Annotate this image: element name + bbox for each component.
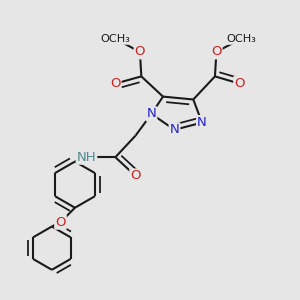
Text: OCH₃: OCH₃: [100, 34, 130, 44]
Text: O: O: [130, 169, 141, 182]
Text: O: O: [135, 45, 145, 58]
Text: O: O: [55, 216, 66, 229]
Text: N: N: [197, 116, 207, 129]
Text: NH: NH: [77, 151, 96, 164]
Text: O: O: [110, 77, 121, 90]
Text: O: O: [234, 77, 245, 90]
Text: OCH₃: OCH₃: [226, 34, 256, 44]
Text: N: N: [170, 123, 179, 136]
Text: O: O: [211, 45, 222, 58]
Text: N: N: [147, 107, 156, 120]
